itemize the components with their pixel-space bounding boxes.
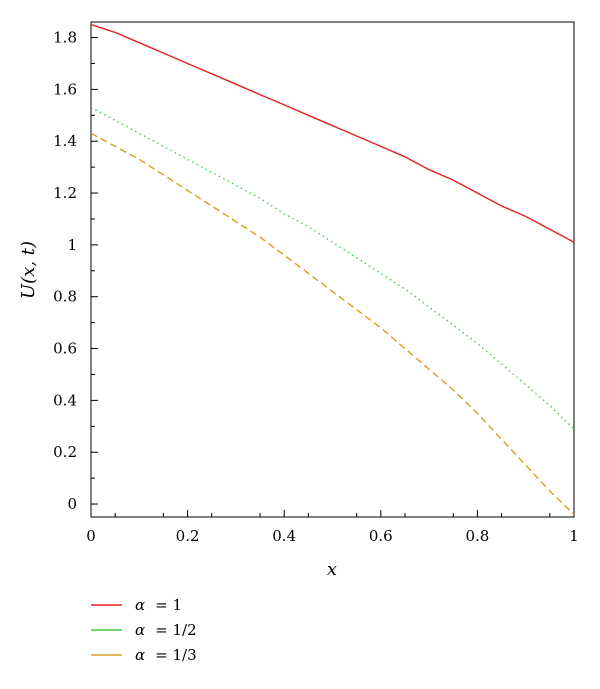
y-tick-label: 0 <box>67 495 77 513</box>
y-tick-label: 0.8 <box>53 288 77 306</box>
series-line-3 <box>90 132 575 515</box>
x-tick-label: 0.4 <box>272 527 296 545</box>
y-axis: 0 0.2 0.4 0.6 0.8 1 1.2 1.4 1.6 1.8 <box>53 29 98 513</box>
series-line-2 <box>90 106 575 430</box>
x-tick-label: 0.8 <box>465 527 489 545</box>
y-tick-label: 1.8 <box>53 29 77 47</box>
x-tick-label: 1 <box>569 527 579 545</box>
plot-frame <box>90 21 575 518</box>
y-tick-label: 1.6 <box>53 80 77 98</box>
legend-label-2: α = 1/2 <box>135 621 197 639</box>
legend-label-3: α = 1/3 <box>135 646 197 664</box>
y-tick-label: 0.6 <box>53 340 77 358</box>
y-tick-label: 0.2 <box>53 443 77 461</box>
x-axis-label: x <box>327 559 337 580</box>
y-tick-label: 1 <box>67 236 77 254</box>
legend: α = 1 α = 1/2 α = 1/3 <box>91 596 197 664</box>
y-tick-label: 1.4 <box>53 132 77 150</box>
legend-label-1: α = 1 <box>135 596 182 614</box>
x-tick-label: 0.2 <box>176 527 200 545</box>
y-tick-label: 1.2 <box>53 184 77 202</box>
series-line-1 <box>90 23 575 243</box>
y-axis-label: U(x, t) <box>18 241 39 299</box>
y-tick-label: 0.4 <box>53 391 77 409</box>
x-tick-label: 0 <box>86 527 96 545</box>
series-layer <box>90 23 575 515</box>
x-axis: 0 0.2 0.4 0.6 0.8 1 <box>86 510 579 545</box>
x-tick-label: 0.6 <box>369 527 393 545</box>
